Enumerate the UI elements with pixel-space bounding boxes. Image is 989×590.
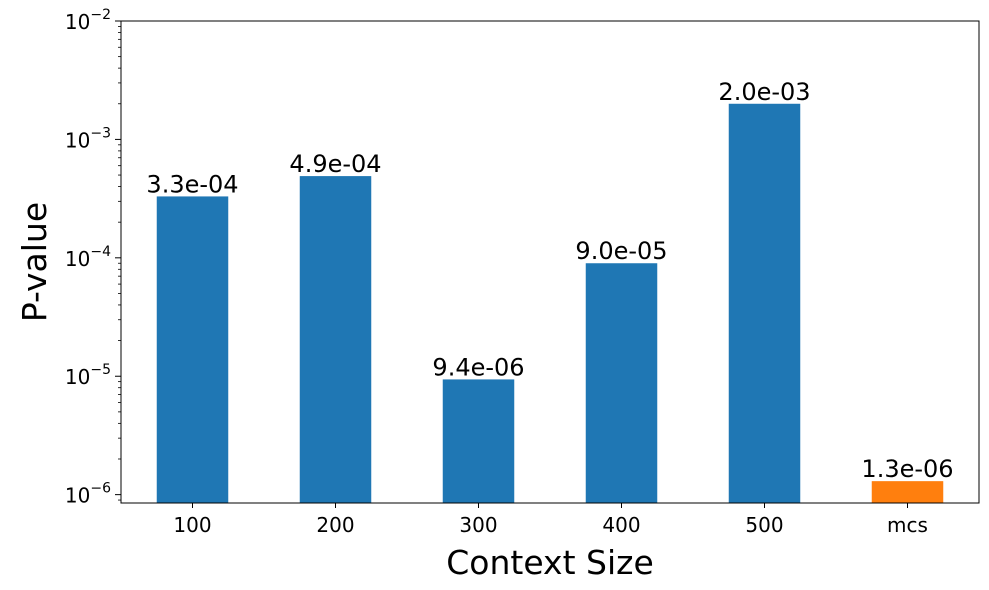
x-tick-label: 200 — [316, 513, 354, 537]
x-tick-label: mcs — [887, 513, 928, 537]
bar-500 — [728, 103, 801, 503]
y-tick-label: 10−4 — [65, 244, 111, 271]
data-label-300: 9.4e-06 — [432, 353, 524, 381]
bar-mcs — [871, 481, 944, 503]
bars-group — [156, 103, 944, 504]
bar-200 — [299, 176, 372, 504]
y-tick-label: 10−2 — [65, 7, 111, 34]
bar-300 — [442, 379, 515, 503]
bar-400 — [585, 263, 658, 503]
data-label-400: 9.0e-05 — [575, 237, 667, 265]
x-axis-ticks: 100 200 300 400 500 mcs — [173, 503, 928, 537]
data-label-500: 2.0e-03 — [718, 78, 810, 106]
data-labels-group: 3.3e-04 4.9e-04 9.4e-06 9.0e-05 2.0e-03 1.3e-… — [146, 78, 953, 483]
x-axis-title: Context Size — [446, 543, 654, 582]
x-tick-label: 100 — [173, 513, 211, 537]
data-label-100: 3.3e-04 — [146, 170, 238, 198]
x-tick-label: 500 — [745, 513, 783, 537]
y-axis-title: P-value — [15, 202, 54, 322]
y-axis-ticks: 10−6 10−5 10−4 10−3 10−2 — [65, 7, 121, 508]
y-tick-label: 10−6 — [65, 481, 111, 508]
plot-frame — [120, 20, 980, 504]
x-tick-label: 300 — [459, 513, 497, 537]
data-label-mcs: 1.3e-06 — [861, 455, 953, 483]
data-label-200: 4.9e-04 — [289, 150, 381, 178]
y-tick-label: 10−5 — [65, 362, 111, 389]
y-tick-label: 10−3 — [65, 125, 111, 152]
x-tick-label: 400 — [602, 513, 640, 537]
bar-100 — [156, 196, 229, 503]
